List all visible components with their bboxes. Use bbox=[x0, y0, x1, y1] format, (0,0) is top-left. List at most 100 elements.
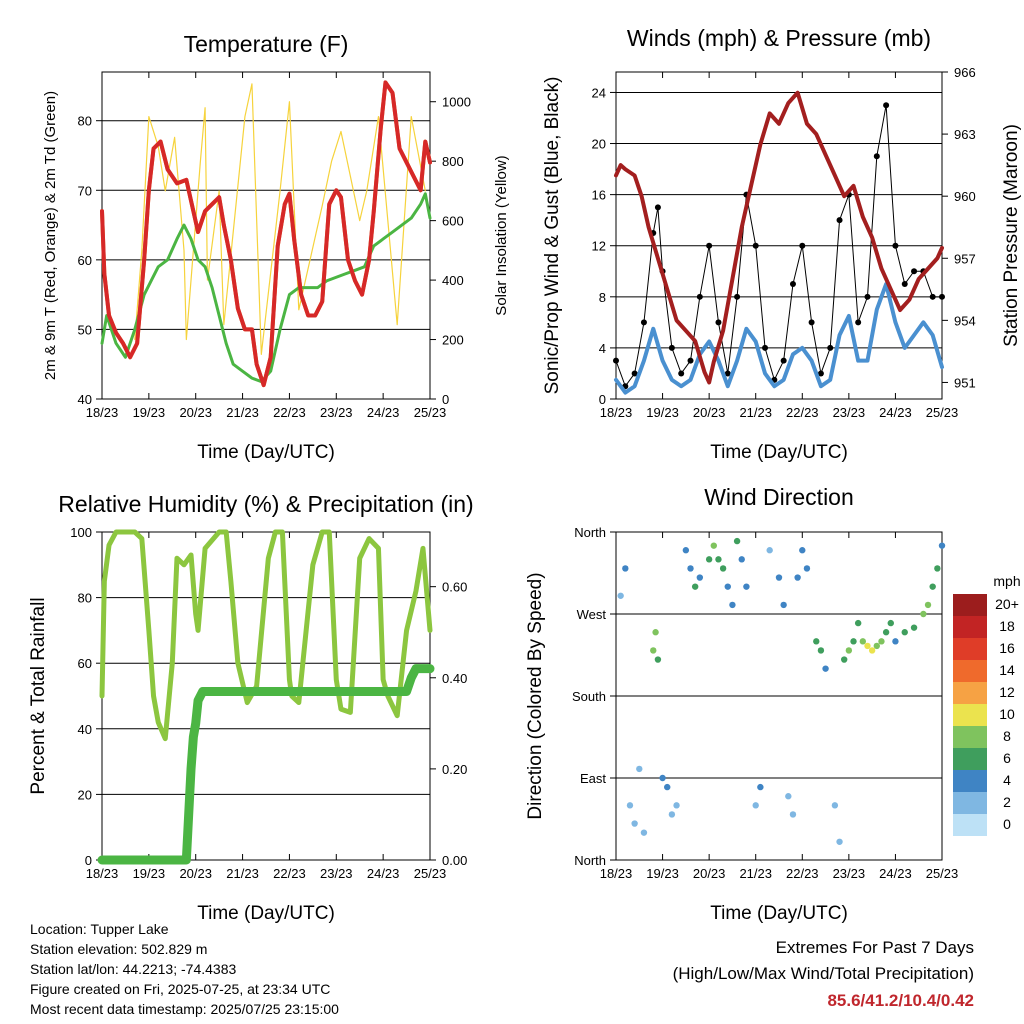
y2-axis-label: Solar Insolation (Yellow) bbox=[493, 155, 510, 315]
y-tick-label: 24 bbox=[592, 85, 606, 100]
colorbar-label: 12 bbox=[999, 684, 1015, 700]
wind-direction-point bbox=[687, 565, 694, 572]
colorbar-swatch bbox=[953, 616, 987, 638]
location-text: Location: Tupper Lake bbox=[30, 921, 169, 937]
y-tick-label: West bbox=[577, 607, 607, 622]
x-tick-label: 21/23 bbox=[739, 405, 772, 420]
wind-direction-point bbox=[864, 642, 871, 650]
x-axis-label: Time (Day/UTC) bbox=[197, 903, 335, 924]
wind-direction-point bbox=[780, 601, 787, 609]
y2-tick-label: 0.00 bbox=[442, 853, 467, 868]
x-tick-label: 25/23 bbox=[926, 405, 959, 420]
wind-direction-point bbox=[803, 565, 811, 572]
y2-tick-label: 800 bbox=[442, 154, 464, 169]
colorbar-label: 4 bbox=[1003, 772, 1011, 788]
wind-direction-point bbox=[652, 629, 659, 636]
wind-direction-point bbox=[659, 774, 666, 782]
x-tick-label: 20/23 bbox=[693, 405, 726, 420]
y-axis-label: Sonic/Prop Wind & Gust (Blue, Black) bbox=[542, 77, 563, 395]
y-tick-label: 60 bbox=[78, 253, 92, 268]
wind-direction-point bbox=[901, 629, 908, 636]
colorbar-swatch bbox=[953, 792, 987, 814]
y-tick-label: North bbox=[574, 525, 606, 540]
relative-humidity-line bbox=[99, 529, 433, 742]
wind-direction-point bbox=[668, 811, 676, 818]
y2-tick-label: 0.40 bbox=[442, 671, 467, 686]
x-tick-label: 24/23 bbox=[367, 866, 400, 881]
wind-direction-point bbox=[636, 765, 643, 773]
x-tick-label: 21/23 bbox=[226, 405, 259, 420]
y-tick-label: 12 bbox=[592, 239, 606, 254]
colorbar-swatch bbox=[953, 660, 987, 682]
wind-direction-point bbox=[878, 638, 885, 645]
x-axis-label: Time (Day/UTC) bbox=[710, 903, 848, 924]
wind-direction-point bbox=[710, 542, 717, 549]
y2-tick-label: 0 bbox=[442, 392, 449, 407]
wind-direction-point bbox=[938, 542, 946, 549]
chart-panel-3: 18/23 19/23 20/23 21/23 22/23 23/23 24/23 25/23… bbox=[28, 491, 474, 924]
colorbar-label: 16 bbox=[999, 640, 1015, 656]
pressure-line bbox=[614, 90, 944, 385]
wind-direction-point bbox=[920, 610, 927, 618]
wind-direction-point bbox=[813, 638, 820, 645]
y-tick-label: 70 bbox=[78, 183, 92, 198]
extremes-title: Extremes For Past 7 Days bbox=[775, 938, 974, 957]
wind-direction-point bbox=[696, 574, 704, 581]
wind-direction-point bbox=[822, 665, 829, 672]
x-tick-label: 21/23 bbox=[739, 866, 772, 881]
temperature-2m-line bbox=[100, 80, 432, 388]
wind-direction-point bbox=[887, 619, 894, 627]
wind-direction-point bbox=[738, 556, 745, 563]
y2-tick-label: 0.20 bbox=[442, 762, 467, 777]
colorbar-swatch bbox=[953, 638, 987, 660]
x-tick-label: 20/23 bbox=[179, 405, 212, 420]
wind-direction-point bbox=[924, 601, 932, 609]
chart-panel-4: 18/23 19/23 20/23 21/23 22/23 23/23 24/23 25/23… bbox=[525, 484, 1021, 924]
x-tick-label: 19/23 bbox=[133, 866, 166, 881]
x-tick-label: 25/23 bbox=[414, 405, 447, 420]
y-axis-label: Percent & Total Rainfall bbox=[28, 597, 49, 794]
x-tick-label: 25/23 bbox=[926, 866, 959, 881]
y-tick-label: 8 bbox=[599, 290, 606, 305]
x-tick-label: 19/23 bbox=[133, 405, 166, 420]
wind-direction-point bbox=[617, 592, 624, 599]
chart-title: Temperature (F) bbox=[184, 31, 349, 57]
wind-direction-point bbox=[841, 656, 848, 663]
colorbar-swatch bbox=[953, 682, 987, 704]
y-tick-label: South bbox=[572, 689, 606, 704]
wind-direction-point bbox=[715, 556, 722, 563]
wind-speed-line bbox=[614, 282, 944, 395]
y-tick-label: 40 bbox=[78, 392, 92, 407]
y2-tick-label: 957 bbox=[954, 251, 976, 266]
wind-direction-point bbox=[757, 783, 764, 791]
x-tick-label: 22/23 bbox=[786, 405, 819, 420]
x-tick-label: 18/23 bbox=[600, 405, 633, 420]
wind-direction-point bbox=[854, 619, 862, 627]
elevation-text: Station elevation: 502.829 m bbox=[30, 941, 208, 957]
colorbar-swatch bbox=[953, 726, 987, 748]
x-tick-label: 18/23 bbox=[86, 405, 119, 420]
y-axis-label: 2m & 9m T (Red, Orange) & 2m Td (Green) bbox=[42, 91, 59, 380]
colorbar-swatch bbox=[953, 594, 987, 616]
x-tick-label: 18/23 bbox=[86, 866, 119, 881]
colorbar-label: 18 bbox=[999, 618, 1015, 634]
colorbar-label: 2 bbox=[1003, 794, 1011, 810]
wind-direction-point bbox=[785, 793, 792, 800]
x-tick-label: 21/23 bbox=[226, 866, 259, 881]
wind-direction-point bbox=[934, 565, 941, 572]
dewpoint-2m-line bbox=[100, 192, 432, 384]
colorbar-swatch bbox=[953, 748, 987, 770]
y-tick-label: 20 bbox=[592, 137, 606, 152]
colorbar-label: 10 bbox=[999, 706, 1015, 722]
wind-direction-point bbox=[850, 638, 857, 645]
wind-direction-point bbox=[724, 583, 731, 590]
latlon-text: Station lat/lon: 44.2213; -74.4383 bbox=[30, 961, 237, 977]
colorbar-label: 20+ bbox=[995, 596, 1019, 612]
wind-direction-point bbox=[673, 802, 680, 809]
wind-direction-point bbox=[766, 547, 773, 554]
extremes-subtitle: (High/Low/Max Wind/Total Precipitation) bbox=[672, 964, 974, 983]
y2-tick-label: 960 bbox=[954, 189, 976, 204]
wind-direction-point bbox=[831, 802, 839, 809]
x-tick-label: 23/23 bbox=[320, 405, 353, 420]
y2-tick-label: 600 bbox=[442, 214, 464, 229]
